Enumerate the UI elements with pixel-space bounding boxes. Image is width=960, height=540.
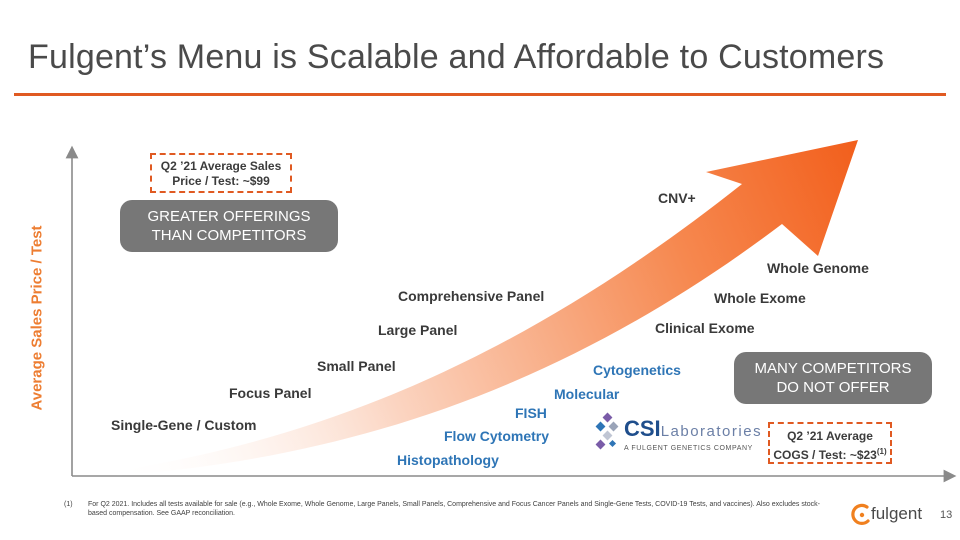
- label-fish: FISH: [515, 405, 547, 421]
- greater-line2: THAN COMPETITORS: [151, 227, 307, 244]
- footnote-number: (1): [64, 501, 73, 508]
- label-histopathology: Histopathology: [397, 452, 499, 468]
- label-whole-genome: Whole Genome: [767, 260, 869, 276]
- cogs-box: Q2 ’21 Average COGS / Test: ~$23(1): [768, 422, 892, 464]
- y-axis-label: Average Sales Price / Test: [28, 225, 46, 411]
- label-comprehensive-panel: Comprehensive Panel: [398, 288, 545, 304]
- label-whole-exome: Whole Exome: [714, 290, 806, 306]
- page-title: Fulgent’s Menu is Scalable and Affordabl…: [28, 38, 885, 76]
- csi-laboratories-logo: CSILaboratories A FULGENT GENETICS COMPA…: [594, 412, 764, 456]
- asp-line1: Q2 ’21 Average Sales: [160, 159, 282, 173]
- cogs-footnote-ref: (1): [876, 447, 887, 456]
- title-divider: [14, 93, 946, 96]
- label-molecular: Molecular: [554, 386, 620, 402]
- many-line2: DO NOT OFFER: [776, 379, 890, 396]
- greater-offerings-callout: GREATER OFFERINGS THAN COMPETITORS: [120, 200, 338, 252]
- growth-arrow: [110, 140, 858, 476]
- csi-suffix: Laboratories: [660, 423, 763, 440]
- label-small-panel: Small Panel: [317, 358, 396, 374]
- csi-mark-icon: [595, 412, 619, 450]
- label-flow-cytometry: Flow Cytometry: [444, 428, 550, 444]
- label-cytogenetics: Cytogenetics: [593, 362, 681, 378]
- label-large-panel: Large Panel: [378, 322, 458, 338]
- fulgent-mark-icon: [851, 503, 870, 525]
- cogs-line2-wrap: COGS / Test: ~$23(1): [770, 444, 890, 463]
- label-single-gene: Single-Gene / Custom: [111, 417, 257, 433]
- fulgent-wordmark: fulgent: [871, 504, 923, 523]
- footnote-text: For Q2 2021. Includes all tests availabl…: [88, 501, 820, 517]
- csi-wordmark: CSILaboratories: [624, 416, 762, 442]
- many-competitors-callout: MANY COMPETITORS DO NOT OFFER: [734, 352, 932, 404]
- cogs-line1: Q2 ’21 Average: [787, 429, 873, 443]
- csi-tagline: A FULGENT GENETICS COMPANY: [624, 445, 753, 452]
- label-cnv-plus: CNV+: [658, 190, 696, 206]
- label-focus-panel: Focus Panel: [229, 385, 312, 401]
- many-line1: MANY COMPETITORS: [754, 360, 912, 377]
- cogs-line2: COGS / Test: ~$23: [773, 448, 877, 462]
- asp-box: Q2 ’21 Average Sales Price / Test: ~$99: [150, 153, 292, 193]
- page-number: 13: [940, 509, 953, 521]
- fulgent-logo: fulgent: [851, 502, 931, 528]
- asp-line2: Price / Test: ~$99: [172, 174, 270, 188]
- greater-line1: GREATER OFFERINGS: [147, 208, 311, 225]
- footnote: (1) For Q2 2021. Includes all tests avai…: [64, 500, 824, 518]
- label-clinical-exome: Clinical Exome: [655, 320, 755, 336]
- csi-name: CSI: [624, 416, 661, 441]
